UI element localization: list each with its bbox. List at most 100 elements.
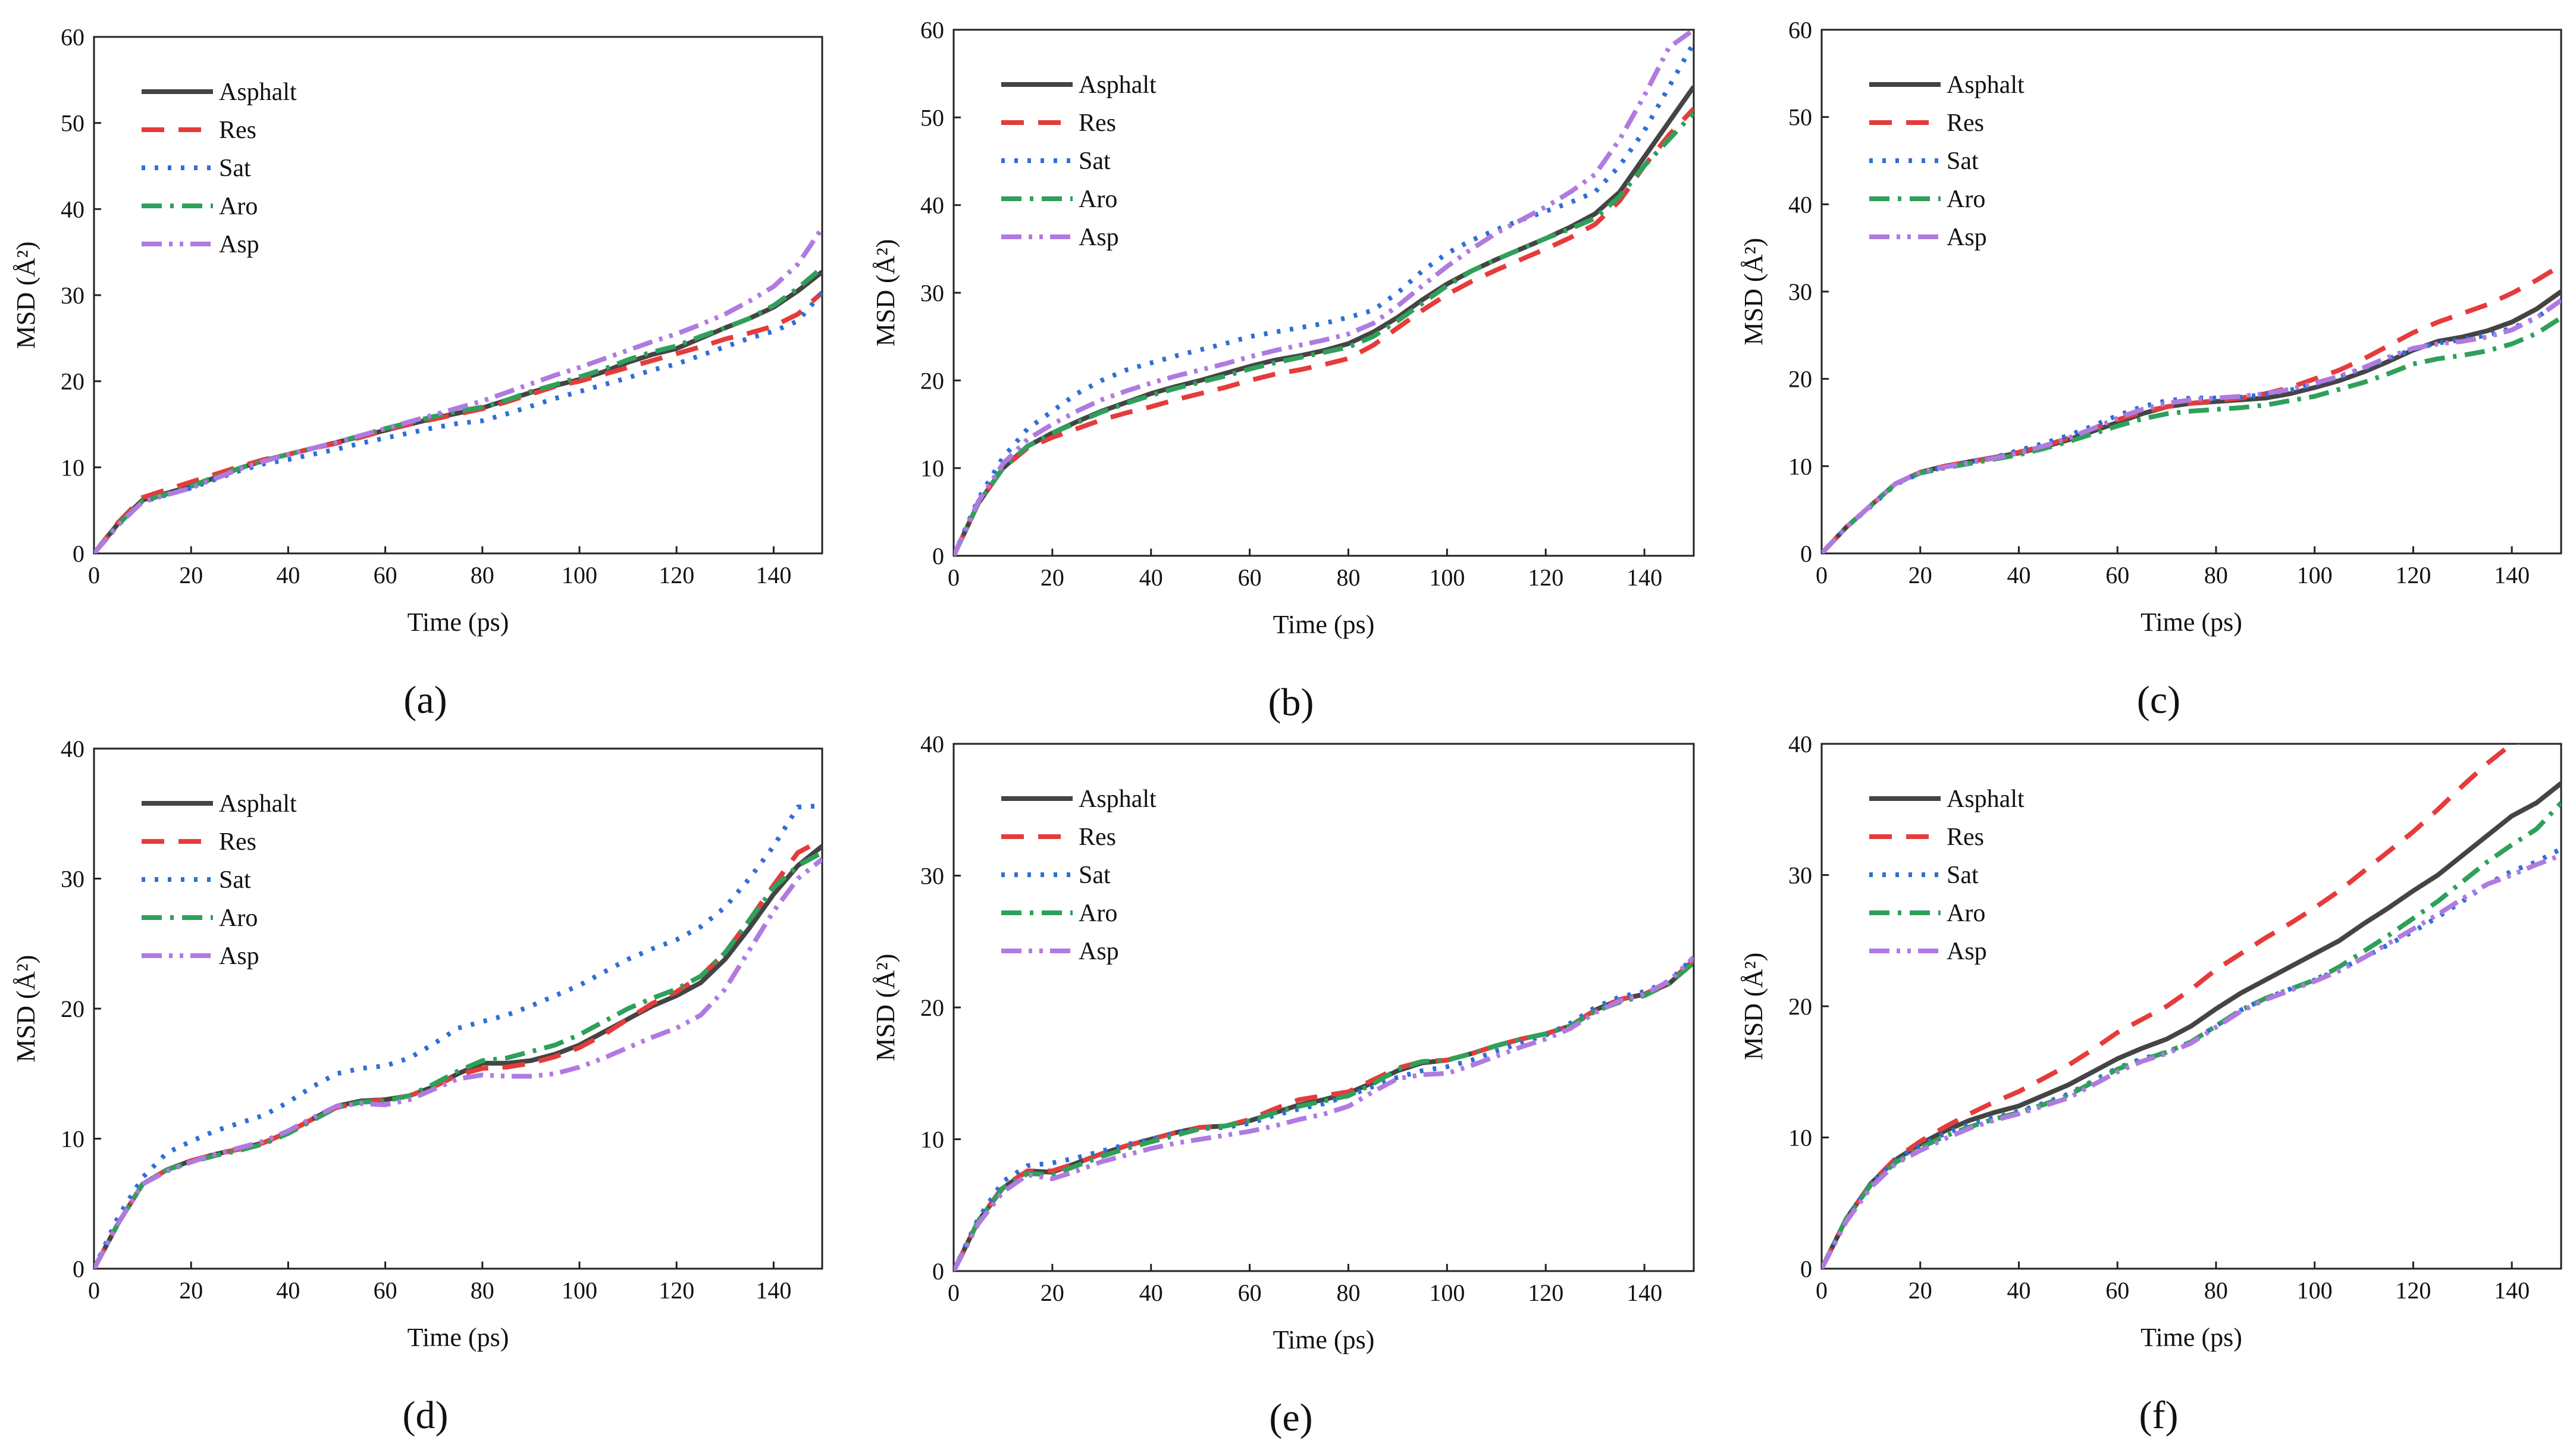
panel-label: (d)	[403, 1394, 449, 1437]
legend-label-asp: Asp	[1947, 224, 1987, 251]
legend-label-asp: Asp	[1947, 938, 1987, 965]
legend-label-sat: Sat	[219, 155, 251, 182]
series-line-aro	[1822, 315, 2561, 553]
series-line-sat	[1822, 846, 2561, 1269]
series-line-asphalt	[1822, 289, 2561, 553]
y-tick-label: 10	[1788, 1125, 1812, 1151]
y-tick-label: 20	[920, 367, 944, 394]
y-axis-label: MSD (Å²)	[11, 242, 40, 349]
x-tick-label: 60	[1238, 564, 1262, 591]
x-tick-label: 80	[471, 562, 494, 589]
series-line-asp	[1822, 853, 2561, 1269]
legend-label-aro: Aro	[219, 193, 258, 220]
legend-label-asp: Asp	[219, 231, 259, 258]
y-tick-label: 20	[1788, 993, 1812, 1020]
x-tick-label: 60	[374, 562, 397, 589]
x-tick-label: 100	[1429, 1279, 1465, 1306]
x-tick-label: 80	[1336, 1279, 1360, 1306]
x-tick-label: 60	[1238, 1279, 1262, 1306]
x-tick-label: 20	[1909, 1277, 1932, 1304]
x-tick-label: 80	[1336, 564, 1360, 591]
y-axis-label: MSD (Å²)	[1739, 238, 1768, 346]
panel-label: (e)	[1269, 1396, 1312, 1439]
legend-label-aro: Aro	[1947, 186, 1985, 213]
x-axis-label: Time (ps)	[1273, 610, 1375, 639]
plot-frame	[952, 743, 1695, 1272]
x-tick-label: 140	[2494, 562, 2530, 589]
y-tick-label: 10	[1788, 453, 1812, 480]
y-tick-label: 0	[1800, 1256, 1812, 1282]
y-tick-label: 50	[61, 110, 84, 137]
x-tick-label: 40	[276, 1277, 300, 1304]
series-line-res	[954, 107, 1694, 556]
panel-label: (a)	[403, 678, 447, 722]
legend-label-res: Res	[1079, 824, 1116, 851]
legend-label-res: Res	[1947, 109, 1984, 137]
y-axis-label: MSD (Å²)	[871, 954, 900, 1062]
legend-label-asphalt: Asphalt	[219, 790, 297, 818]
y-tick-label: 30	[920, 280, 944, 306]
legend-label-sat: Sat	[1079, 862, 1111, 889]
y-tick-label: 0	[73, 1256, 84, 1282]
y-axis-label: MSD (Å²)	[1739, 953, 1768, 1060]
series-line-asphalt	[954, 85, 1694, 556]
series-line-aro	[94, 265, 822, 553]
series-line-asphalt	[94, 270, 822, 553]
panel-label: (f)	[2139, 1394, 2179, 1437]
x-tick-label: 20	[1041, 564, 1064, 591]
y-axis-label: MSD (Å²)	[871, 239, 900, 347]
y-tick-label: 20	[61, 996, 84, 1022]
series-line-asphalt	[954, 959, 1694, 1271]
panel-label: (b)	[1268, 681, 1314, 724]
y-tick-label: 0	[932, 543, 944, 569]
legend-label-sat: Sat	[1947, 148, 1979, 175]
x-tick-label: 60	[2105, 562, 2129, 589]
series-line-res	[94, 837, 822, 1269]
x-tick-label: 100	[562, 1277, 597, 1304]
y-tick-label: 0	[73, 540, 84, 567]
legend-label-asp: Asp	[1079, 938, 1119, 965]
series-line-asp	[954, 30, 1694, 556]
y-tick-label: 20	[61, 368, 84, 395]
x-tick-label: 120	[2395, 562, 2431, 589]
legend-label-asphalt: Asphalt	[1079, 785, 1157, 813]
x-tick-label: 80	[471, 1277, 494, 1304]
x-tick-label: 140	[1627, 1279, 1662, 1306]
x-tick-label: 100	[2297, 1277, 2333, 1304]
series-line-asp	[94, 857, 822, 1269]
series-line-res	[954, 958, 1694, 1271]
x-tick-label: 120	[1528, 1279, 1563, 1306]
x-tick-label: 0	[948, 564, 960, 591]
y-tick-label: 60	[61, 24, 84, 51]
y-tick-label: 20	[920, 994, 944, 1021]
panel-label: (c)	[2137, 678, 2180, 722]
y-tick-label: 50	[1788, 104, 1812, 131]
x-tick-label: 0	[948, 1279, 960, 1306]
y-tick-label: 40	[61, 735, 84, 762]
x-tick-label: 140	[1627, 564, 1662, 591]
chart-panel: 0 20 40 60 80 100 120 140 0 10 20 30 40 Time (ps) MSD …	[1739, 731, 2562, 1437]
x-tick-label: 120	[2395, 1277, 2431, 1304]
plot-frame	[952, 29, 1695, 557]
x-axis-label: Time (ps)	[408, 608, 509, 637]
y-tick-label: 30	[61, 866, 84, 893]
legend-label-aro: Aro	[219, 904, 258, 932]
y-tick-label: 40	[920, 192, 944, 219]
chart-panel: 0 20 40 60 80 100 120 140 0 10 20 30 40 50 60 Time (ps)…	[871, 17, 1695, 724]
legend-label-asp: Asp	[1079, 224, 1119, 251]
x-tick-label: 0	[1816, 1277, 1828, 1304]
x-tick-label: 120	[659, 562, 694, 589]
x-tick-label: 20	[1909, 562, 1932, 589]
series-line-aro	[94, 850, 822, 1269]
series-line-asphalt	[1822, 781, 2561, 1269]
legend-label-asphalt: Asphalt	[1947, 71, 2025, 99]
y-tick-label: 30	[1788, 862, 1812, 889]
legend-label-aro: Aro	[1947, 900, 1985, 927]
chart-panel: 0 20 40 60 80 100 120 140 0 10 20 30 40 Time (ps) MSD …	[11, 735, 823, 1437]
x-axis-label: Time (ps)	[408, 1323, 509, 1352]
x-tick-label: 40	[276, 562, 300, 589]
legend-label-sat: Sat	[219, 866, 251, 894]
x-tick-label: 20	[179, 1277, 203, 1304]
y-tick-label: 60	[1788, 17, 1812, 43]
